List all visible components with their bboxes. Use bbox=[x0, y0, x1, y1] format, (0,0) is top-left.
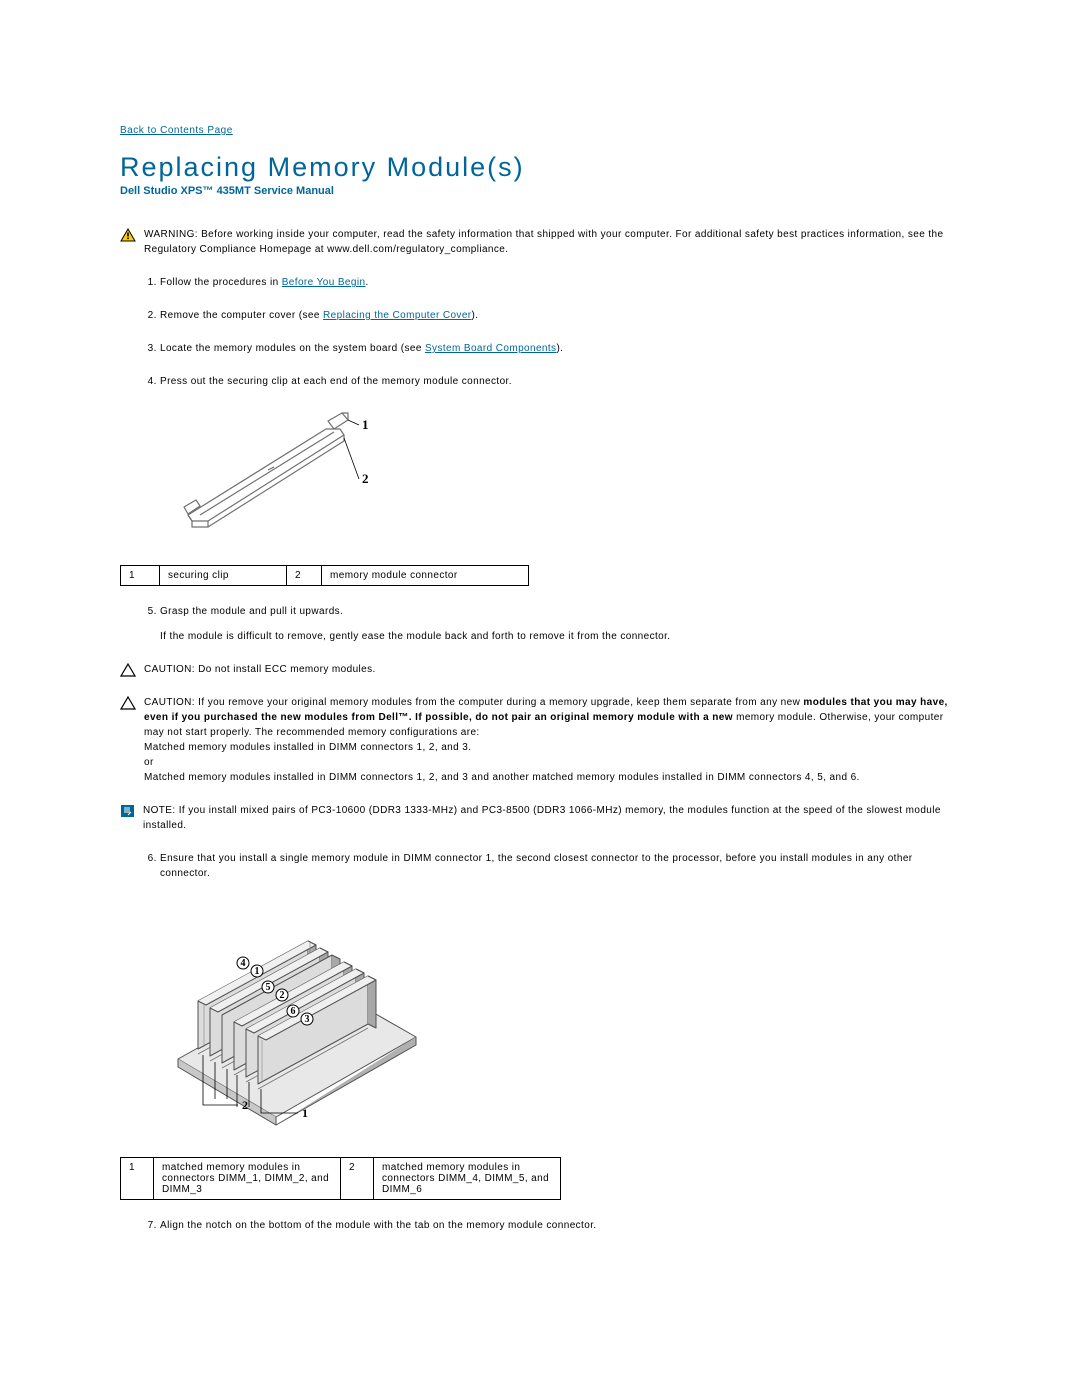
warning-text: WARNING: Before working inside your comp… bbox=[144, 227, 960, 257]
legend2-r0c2: 2 bbox=[341, 1158, 374, 1200]
note-icon bbox=[120, 804, 135, 818]
legend1-r0c0: 1 bbox=[121, 566, 160, 586]
svg-text:3: 3 bbox=[305, 1014, 310, 1025]
legend-table-1: 1 securing clip 2 memory module connecto… bbox=[120, 565, 529, 586]
caution-2-callout: CAUTION: If you remove your original mem… bbox=[120, 695, 960, 785]
legend1-r0c2: 2 bbox=[287, 566, 322, 586]
legend1-r0c1: securing clip bbox=[160, 566, 287, 586]
back-to-contents-link[interactable]: Back to Contents Page bbox=[120, 125, 233, 136]
step-5a-text: Grasp the module and pull it upwards. bbox=[160, 606, 343, 617]
warning-callout: WARNING: Before working inside your comp… bbox=[120, 227, 960, 257]
table-row: 1 securing clip 2 memory module connecto… bbox=[121, 566, 529, 586]
before-you-begin-link[interactable]: Before You Begin bbox=[282, 277, 366, 288]
page-title: Replacing Memory Module(s) bbox=[120, 152, 960, 183]
replacing-cover-link[interactable]: Replacing the Computer Cover bbox=[323, 310, 472, 321]
step-2-post: ). bbox=[472, 310, 479, 321]
caution-1-callout: CAUTION: Do not install ECC memory modul… bbox=[120, 662, 960, 677]
procedure-list-cont: Grasp the module and pull it upwards. If… bbox=[120, 604, 960, 644]
caution-2-line4: Matched memory modules installed in DIMM… bbox=[144, 772, 860, 783]
step-5: Grasp the module and pull it upwards. If… bbox=[160, 604, 960, 644]
caution-2-label: CAUTION: bbox=[144, 697, 195, 708]
step-3-pre: Locate the memory modules on the system … bbox=[160, 343, 425, 354]
svg-text:5: 5 bbox=[266, 982, 271, 993]
step-1: Follow the procedures in Before You Begi… bbox=[160, 275, 960, 290]
caution-2-line3: or bbox=[144, 757, 154, 768]
warning-label: WARNING: bbox=[144, 229, 198, 240]
fig1-label-2: 2 bbox=[362, 471, 369, 486]
legend2-r0c0: 1 bbox=[121, 1158, 154, 1200]
legend-table-2: 1 matched memory modules in connectors D… bbox=[120, 1157, 561, 1200]
step-4: Press out the securing clip at each end … bbox=[160, 374, 960, 389]
step-6-text: Ensure that you install a single memory … bbox=[160, 853, 913, 879]
caution-1-text: CAUTION: Do not install ECC memory modul… bbox=[144, 662, 376, 677]
procedure-list-cont2: Ensure that you install a single memory … bbox=[120, 851, 960, 881]
legend2-r0c3: matched memory modules in connectors DIM… bbox=[374, 1158, 561, 1200]
caution-2-line2: Matched memory modules installed in DIMM… bbox=[144, 742, 471, 753]
note-callout: NOTE: If you install mixed pairs of PC3-… bbox=[120, 803, 960, 833]
procedure-list-cont3: Align the notch on the bottom of the mod… bbox=[120, 1218, 960, 1233]
step-1-post: . bbox=[365, 277, 368, 288]
caution-icon bbox=[120, 696, 136, 710]
step-2-pre: Remove the computer cover (see bbox=[160, 310, 323, 321]
legend2-r0c1: matched memory modules in connectors DIM… bbox=[154, 1158, 341, 1200]
document-page: Back to Contents Page Replacing Memory M… bbox=[0, 0, 1080, 1291]
figure-1: 1 2 bbox=[158, 407, 960, 537]
caution-1-body: Do not install ECC memory modules. bbox=[195, 664, 376, 675]
fig1-label-1: 1 bbox=[362, 417, 369, 432]
step-3: Locate the memory modules on the system … bbox=[160, 341, 960, 356]
svg-text:4: 4 bbox=[241, 958, 246, 969]
manual-subtitle: Dell Studio XPS™ 435MT Service Manual bbox=[120, 185, 960, 197]
svg-text:2: 2 bbox=[280, 990, 285, 1001]
note-text: NOTE: If you install mixed pairs of PC3-… bbox=[143, 803, 960, 833]
step-7: Align the notch on the bottom of the mod… bbox=[160, 1218, 960, 1233]
svg-text:6: 6 bbox=[291, 1006, 296, 1017]
system-board-components-link[interactable]: System Board Components bbox=[425, 343, 556, 354]
table-row: 1 matched memory modules in connectors D… bbox=[121, 1158, 561, 1200]
caution-1-label: CAUTION: bbox=[144, 664, 195, 675]
step-7-text: Align the notch on the bottom of the mod… bbox=[160, 1220, 597, 1231]
caution-icon bbox=[120, 663, 136, 677]
step-5b-text: If the module is difficult to remove, ge… bbox=[160, 629, 960, 644]
step-3-post: ). bbox=[556, 343, 563, 354]
step-4-text: Press out the securing clip at each end … bbox=[160, 376, 512, 387]
caution-2-text: CAUTION: If you remove your original mem… bbox=[144, 695, 960, 785]
caution-2-pre: If you remove your original memory modul… bbox=[195, 697, 803, 708]
step-6: Ensure that you install a single memory … bbox=[160, 851, 960, 881]
figure-2: 4 1 5 2 6 3 2 1 bbox=[158, 899, 960, 1129]
step-1-pre: Follow the procedures in bbox=[160, 277, 282, 288]
warning-body: Before working inside your computer, rea… bbox=[144, 229, 943, 255]
note-label: NOTE: bbox=[143, 805, 176, 816]
step-2: Remove the computer cover (see Replacing… bbox=[160, 308, 960, 323]
note-body: If you install mixed pairs of PC3-10600 … bbox=[143, 805, 941, 831]
procedure-list: Follow the procedures in Before You Begi… bbox=[120, 275, 960, 389]
warning-icon bbox=[120, 228, 136, 242]
svg-text:2: 2 bbox=[242, 1098, 248, 1112]
svg-text:1: 1 bbox=[255, 966, 260, 977]
legend1-r0c3: memory module connector bbox=[322, 566, 529, 586]
svg-text:1: 1 bbox=[302, 1106, 308, 1120]
